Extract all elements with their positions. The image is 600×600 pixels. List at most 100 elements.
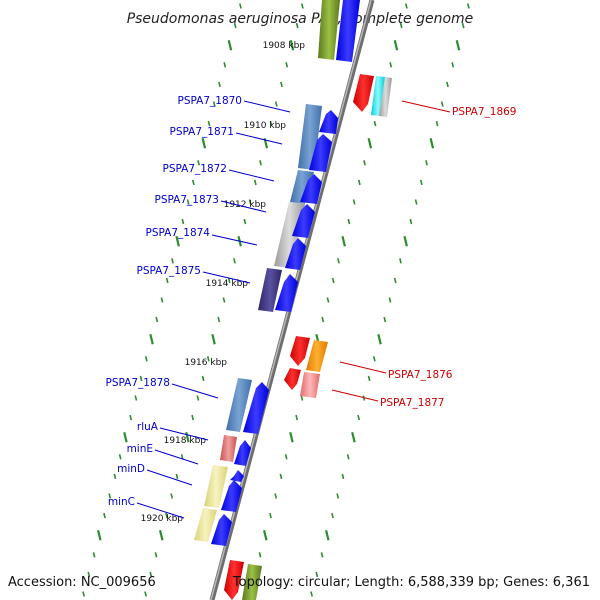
gene-arrow[interactable] (224, 560, 244, 600)
tick-mark (295, 414, 299, 421)
tick-mark (217, 316, 221, 323)
tick-mark (325, 529, 330, 541)
tick-mark (399, 22, 403, 29)
tick-mark (222, 297, 226, 303)
tick-mark (92, 552, 96, 558)
tick-mark (419, 179, 423, 186)
tick-mark (206, 356, 210, 362)
tick-mark (263, 529, 268, 541)
tick-mark (201, 137, 207, 149)
gene-label[interactable]: rluA (137, 421, 159, 433)
tick-mark (160, 297, 164, 303)
tick-mark (405, 3, 408, 9)
scale-label: 1908 kbp (263, 41, 306, 51)
gene-arrow[interactable] (234, 440, 251, 466)
tick-mark (341, 235, 346, 247)
tick-mark (212, 101, 216, 107)
tick-mark (186, 199, 190, 205)
tick-mark (467, 3, 470, 9)
tick-mark (134, 395, 138, 401)
tick-mark (346, 454, 350, 460)
tick-mark (284, 454, 288, 460)
gene-feature[interactable] (204, 465, 228, 508)
tick-mark (367, 375, 371, 382)
gene-feature[interactable] (274, 202, 305, 268)
tick-mark (191, 414, 195, 421)
tick-mark (347, 218, 351, 225)
gene-arrow[interactable] (275, 274, 298, 312)
tick-mark (289, 39, 295, 51)
tick-mark (393, 39, 399, 51)
gene-arrow[interactable] (230, 470, 244, 482)
gene-arrow[interactable] (221, 480, 242, 512)
gene-feature[interactable] (318, 0, 340, 60)
tick-mark (461, 22, 465, 29)
gene-label[interactable]: PSPA7_1869 (452, 106, 517, 118)
gene-arrow[interactable] (336, 0, 360, 62)
gene-feature[interactable] (371, 76, 385, 116)
tick-mark (367, 137, 373, 149)
tick-mark (363, 160, 366, 166)
gene-label[interactable]: PSPA7_1877 (380, 397, 445, 409)
tick-mark (269, 512, 272, 519)
gene-feature[interactable] (306, 340, 328, 372)
gene-feature[interactable] (226, 378, 252, 432)
tick-mark (185, 431, 190, 443)
tick-mark (269, 120, 273, 127)
gene-arrow[interactable] (284, 368, 301, 390)
accession-text: Accession: NC_009656 (8, 575, 156, 590)
gene-arrow[interactable] (285, 238, 306, 270)
gene-label[interactable]: PSPA7_1876 (388, 369, 453, 381)
gene-arrow[interactable] (211, 514, 232, 546)
gene-label[interactable]: PSPA7_1873 (155, 194, 220, 206)
tick-mark (300, 395, 304, 401)
tick-mark (113, 473, 117, 480)
gene-feature[interactable] (290, 170, 314, 204)
gene-arrow[interactable] (300, 174, 322, 204)
tick-mark (196, 395, 200, 401)
tick-mark (139, 375, 143, 382)
tick-mark (211, 333, 216, 345)
gene-arrow[interactable] (353, 74, 374, 112)
gene-feature[interactable] (194, 508, 217, 542)
gene-arrow[interactable] (290, 336, 310, 366)
gene-arrow[interactable] (243, 382, 269, 434)
gene-feature[interactable] (379, 77, 392, 117)
gene-arrow[interactable] (309, 134, 332, 172)
gene-feature[interactable] (300, 372, 320, 398)
tick-mark (320, 552, 324, 558)
gene-label[interactable]: PSPA7_1870 (178, 95, 243, 107)
tick-mark (352, 199, 356, 205)
tick-mark (279, 473, 283, 480)
gene-label[interactable]: minE (127, 443, 153, 455)
tick-mark (218, 81, 221, 88)
tick-mark (175, 235, 180, 247)
tick-mark (181, 218, 185, 225)
plus-strand-track (211, 0, 360, 546)
tick-mark (403, 235, 408, 247)
gene-arrow[interactable] (319, 110, 338, 134)
gene-label[interactable]: PSPA7_1871 (170, 126, 235, 138)
gene-label[interactable]: minC (108, 496, 135, 508)
tick-mark (446, 81, 449, 88)
gene-label[interactable]: PSPA7_1872 (163, 163, 228, 175)
tick-mark (351, 431, 356, 443)
gene-label[interactable]: PSPA7_1878 (106, 377, 171, 389)
tick-mark (227, 39, 233, 51)
gene-label[interactable]: PSPA7_1874 (146, 227, 211, 239)
gene-feature[interactable] (258, 268, 282, 312)
scale-label: 1914 kbp (206, 279, 249, 289)
tick-mark (170, 493, 174, 499)
gene-feature[interactable] (220, 435, 237, 462)
gene-feature[interactable] (242, 564, 262, 600)
tick-mark (357, 414, 361, 421)
gene-label[interactable]: PSPA7_1875 (137, 265, 202, 277)
gene-arrow[interactable] (292, 204, 315, 238)
tick-mark (373, 120, 377, 127)
tick-mark (451, 62, 455, 68)
tick-mark (129, 414, 133, 421)
tick-mark (207, 120, 211, 127)
gene-label[interactable]: minD (117, 463, 145, 475)
